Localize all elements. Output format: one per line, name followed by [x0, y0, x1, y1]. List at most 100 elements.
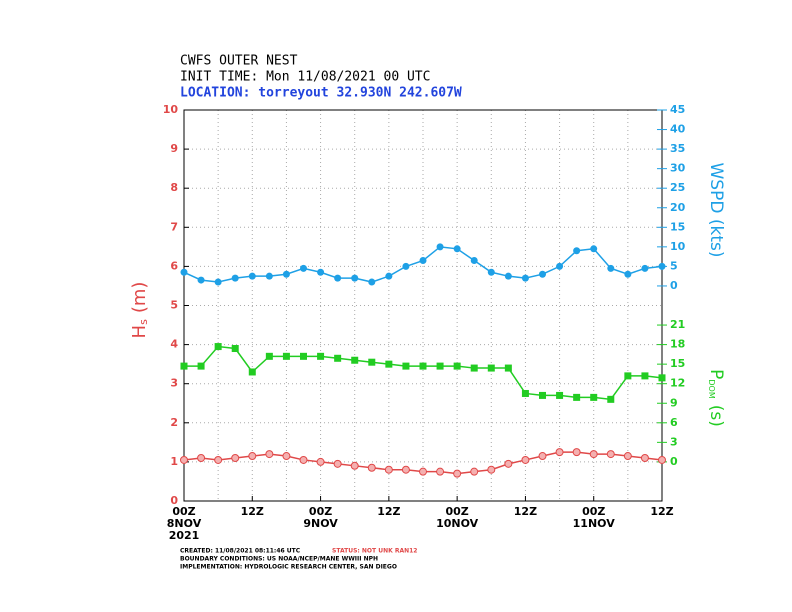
status: STATUS: NOT UNK RAN12	[332, 548, 417, 555]
marker	[640, 453, 649, 462]
marker	[658, 374, 666, 382]
marker	[350, 461, 359, 470]
marker	[334, 274, 342, 282]
marker	[623, 452, 632, 461]
y-tick-label: 4	[170, 338, 178, 351]
y3-tick-label: 15	[670, 357, 685, 370]
marker	[180, 268, 188, 276]
marker	[214, 343, 222, 351]
y-tick-label: 3	[170, 377, 178, 390]
marker	[470, 467, 479, 476]
marker	[487, 465, 496, 474]
x-tick-label: 00Z	[172, 505, 195, 518]
y-tick-label: 10	[163, 103, 179, 116]
y-tick-label: 7	[170, 220, 178, 233]
marker	[436, 362, 444, 370]
marker	[316, 457, 325, 466]
y-label-main: H	[129, 325, 150, 339]
x-tick-label: 12Z	[514, 505, 537, 518]
y-tick-label: 9	[170, 142, 178, 155]
marker	[624, 372, 632, 380]
marker	[401, 465, 410, 474]
marker	[658, 262, 666, 270]
marker	[368, 278, 376, 286]
date-label: 11NOV	[573, 517, 616, 530]
marker	[504, 459, 513, 468]
marker	[368, 358, 376, 366]
y-tick-label: 8	[170, 181, 178, 194]
y2-label: WSPD (kts)	[706, 163, 726, 258]
x-tick-label: 00Z	[445, 505, 468, 518]
x-tick-label: 12Z	[241, 505, 264, 518]
marker	[606, 450, 615, 459]
marker	[453, 469, 462, 478]
marker	[556, 262, 564, 270]
y2-tick-label: 20	[670, 201, 686, 214]
marker	[521, 455, 530, 464]
marker	[521, 274, 529, 282]
date-label: 8NOV	[167, 517, 202, 530]
marker	[470, 257, 478, 265]
y2-tick-label: 45	[670, 103, 685, 116]
marker	[555, 448, 564, 457]
y-tick-label: 5	[170, 299, 178, 312]
marker	[248, 452, 257, 461]
year-label: 2021	[169, 529, 200, 542]
y3-tick-label: 0	[670, 455, 678, 468]
footer-implementation: IMPLEMENTATION: HYDROLOGIC RESEARCH CENT…	[180, 564, 397, 571]
x-tick-label: 12Z	[650, 505, 673, 518]
marker	[419, 257, 427, 265]
marker	[180, 455, 188, 464]
marker	[265, 450, 274, 459]
marker	[573, 247, 581, 255]
marker	[367, 463, 376, 472]
subtitle: INIT TIME: Mon 11/08/2021 00 UTC	[180, 70, 430, 85]
y3-tick-label: 9	[670, 396, 678, 409]
marker	[590, 245, 598, 253]
marker	[504, 272, 512, 280]
y3-label-main: P	[706, 369, 726, 379]
marker	[641, 264, 649, 272]
y-tick-label: 2	[170, 416, 178, 429]
x-tick-label: 00Z	[582, 505, 605, 518]
marker	[402, 362, 410, 370]
marker	[487, 268, 495, 276]
marker	[214, 278, 222, 286]
footer-created: CREATED: 11/08/2021 08:11:46 UTC	[180, 548, 301, 555]
y-label-unit: (m)	[129, 282, 150, 314]
marker	[385, 272, 393, 280]
marker	[317, 268, 325, 276]
marker	[436, 243, 444, 251]
y-tick-label: 1	[170, 455, 178, 468]
marker	[351, 356, 359, 364]
marker	[556, 391, 564, 399]
marker	[300, 264, 307, 272]
marker	[572, 448, 581, 457]
marker	[333, 459, 342, 468]
y3-tick-label: 18	[670, 338, 685, 351]
marker	[384, 465, 393, 474]
marker	[197, 362, 205, 370]
marker	[453, 245, 461, 253]
marker	[248, 368, 256, 376]
y2-tick-label: 30	[670, 162, 686, 175]
marker	[248, 272, 256, 280]
location: LOCATION: torreyout 32.930N 242.607W	[180, 86, 462, 101]
y3-tick-label: 21	[670, 318, 685, 331]
marker	[641, 372, 649, 380]
x-tick-label: 12Z	[377, 505, 400, 518]
marker	[197, 453, 206, 462]
marker	[453, 362, 461, 370]
marker	[402, 262, 410, 270]
marker	[607, 395, 615, 403]
marker	[265, 272, 273, 280]
y3-tick-label: 3	[670, 435, 678, 448]
marker	[539, 391, 546, 399]
marker	[299, 455, 308, 464]
marker	[351, 274, 359, 282]
y2-tick-label: 15	[670, 220, 685, 233]
y3-label-unit: (s)	[706, 405, 726, 427]
marker	[334, 354, 342, 362]
marker	[539, 270, 546, 278]
title: CWFS OUTER NEST	[180, 54, 298, 69]
